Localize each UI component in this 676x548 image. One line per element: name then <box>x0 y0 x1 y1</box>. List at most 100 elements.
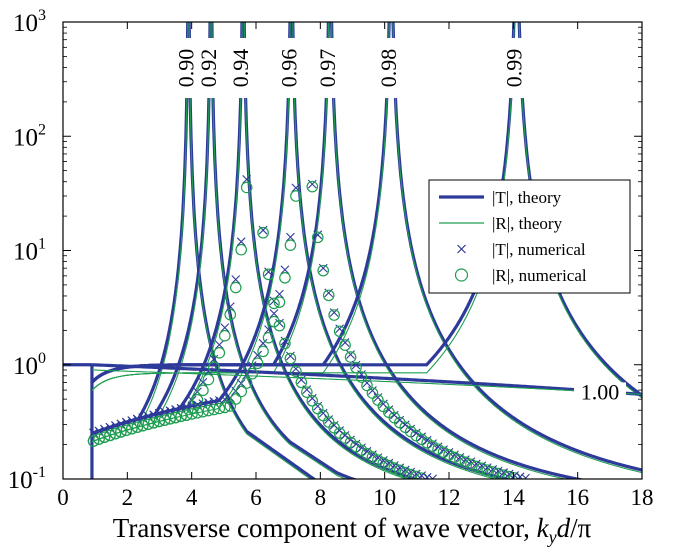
marker-T-numerical <box>466 457 476 467</box>
x-tick-label: 4 <box>186 485 198 510</box>
marker-T-numerical <box>488 464 498 474</box>
marker-R-numerical <box>98 431 111 443</box>
marker-R-numerical <box>251 357 264 370</box>
marker-R-numerical <box>240 377 253 389</box>
marker-T-numerical <box>395 463 405 473</box>
marker-T-numerical <box>411 469 421 479</box>
marker-R-numerical <box>208 361 220 374</box>
marker-R-numerical <box>355 371 368 383</box>
marker-R-numerical <box>317 264 330 277</box>
marker-R-numerical <box>213 347 226 359</box>
curve-label-bg <box>199 38 222 98</box>
marker-R-numerical <box>202 404 215 417</box>
marker-R-numerical <box>213 402 226 415</box>
marker-T-numerical <box>269 309 279 318</box>
y-tick-label: 103 <box>13 7 46 37</box>
curve-label-1.00: 1.00 <box>581 379 620 404</box>
marker-T-numerical <box>225 302 235 311</box>
marker-R-numerical <box>322 416 335 428</box>
marker-R-numerical <box>306 395 319 407</box>
marker-T-numerical <box>411 428 421 438</box>
marker-R-numerical <box>218 329 231 342</box>
marker-T-numerical <box>275 289 284 299</box>
marker-R-numerical <box>158 414 171 426</box>
marker-R-numerical <box>126 422 138 435</box>
legend-box <box>428 179 631 294</box>
marker-T-numerical <box>357 443 366 453</box>
y-tick-label: 101 <box>13 236 46 266</box>
marker-R-numerical <box>240 181 253 194</box>
curve-R-theory-0.90 <box>91 22 312 479</box>
marker-R-numerical <box>262 268 275 281</box>
marker-T-numerical <box>450 450 459 460</box>
marker-R-numerical <box>229 281 242 294</box>
marker-R-numerical <box>328 309 340 321</box>
curve-label-bg <box>380 38 403 98</box>
marker-R-numerical <box>279 337 291 350</box>
marker-T-numerical <box>264 267 273 277</box>
marker-T-numerical <box>499 468 509 477</box>
marker-R-numerical <box>186 408 198 420</box>
marker-T-numerical <box>242 174 252 184</box>
marker-T-numerical <box>444 447 454 457</box>
marker-T-numerical <box>521 473 530 479</box>
marker-T-numerical <box>258 225 268 235</box>
y-axis: 10-1 100 101 102 103 <box>8 7 642 494</box>
marker-T-numerical <box>368 386 377 395</box>
marker-T-numerical <box>439 445 448 454</box>
marker-R-numerical <box>191 406 204 419</box>
marker-T-numerical <box>318 408 328 418</box>
curve-T-theory-0.92 <box>91 22 358 479</box>
legend-label: |T|, numerical <box>492 240 586 259</box>
marker-R-numerical <box>169 411 182 424</box>
marker-T-numerical <box>428 439 437 449</box>
marker-T-numerical <box>455 452 465 462</box>
curve-label-0.94: 0.94 <box>228 49 253 88</box>
marker-T-numerical <box>220 323 230 333</box>
marker-T-numerical <box>510 471 520 479</box>
y-tick-label: 102 <box>13 121 46 151</box>
marker-T-numerical <box>105 422 115 432</box>
marker-R-numerical <box>104 429 116 442</box>
marker-R-numerical <box>311 231 324 244</box>
curve-label-bg <box>318 38 341 98</box>
marker-R-numerical <box>235 243 248 256</box>
legend-swatch-R-numerical <box>454 268 469 282</box>
marker-T-numerical <box>362 446 372 456</box>
x-tick-label: 2 <box>122 485 134 510</box>
marker-T-numerical <box>515 472 525 479</box>
curve-label-bg <box>505 38 528 98</box>
marker-R-numerical <box>87 435 100 447</box>
curve-R-theory-0.96 <box>91 22 498 479</box>
marker-T-numerical <box>280 336 290 346</box>
marker-T-numerical <box>477 461 487 471</box>
curve-label-0.96: 0.96 <box>276 49 301 88</box>
marker-T-numerical <box>406 467 416 477</box>
curve-label-bg <box>280 38 303 98</box>
marker-R-numerical <box>136 419 149 432</box>
marker-R-numerical <box>350 361 362 374</box>
curve-label-0.92: 0.92 <box>196 49 221 88</box>
legend-label: |T|, theory <box>492 188 562 207</box>
marker-R-numerical <box>290 190 302 202</box>
marker-T-numerical <box>417 432 427 442</box>
marker-R-numerical <box>295 376 308 389</box>
legend: |T|, theory |R|, theory |T|, numerical |R|,… <box>428 179 631 294</box>
marker-T-numerical <box>329 308 339 317</box>
marker-T-numerical <box>204 367 213 376</box>
curve-label-0.98: 0.98 <box>376 49 401 88</box>
marker-T-numerical <box>357 370 366 379</box>
marker-T-numerical <box>291 183 301 193</box>
marker-T-numerical <box>493 466 503 476</box>
legend-label: |R|, theory <box>492 214 563 233</box>
marker-R-numerical <box>147 416 160 429</box>
legend-label: |R|, numerical <box>492 266 587 285</box>
marker-T-numerical <box>296 375 306 385</box>
marker-T-numerical <box>351 360 361 370</box>
marker-T-numerical <box>417 471 427 479</box>
marker-R-numerical <box>268 315 280 328</box>
marker-T-numerical <box>368 450 377 459</box>
marker-R-numerical <box>268 297 280 310</box>
marker-R-numerical <box>339 339 351 351</box>
